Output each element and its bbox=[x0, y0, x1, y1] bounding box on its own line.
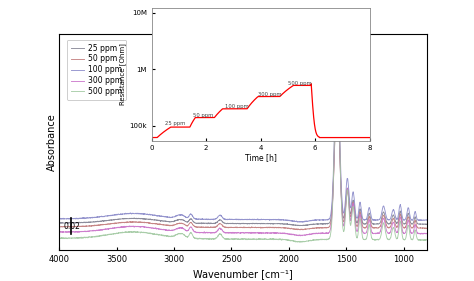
Text: 100 ppm: 100 ppm bbox=[225, 104, 249, 109]
Text: 500 ppm: 500 ppm bbox=[288, 81, 312, 86]
Text: 0.02: 0.02 bbox=[63, 222, 80, 231]
Y-axis label: Absorbance: Absorbance bbox=[46, 113, 56, 171]
Y-axis label: Resistance [Ohm]: Resistance [Ohm] bbox=[119, 44, 127, 105]
Text: 50 ppm: 50 ppm bbox=[192, 113, 213, 118]
X-axis label: Time [h]: Time [h] bbox=[245, 153, 277, 162]
Text: 300 ppm: 300 ppm bbox=[258, 92, 282, 97]
X-axis label: Wavenumber [cm⁻¹]: Wavenumber [cm⁻¹] bbox=[193, 269, 293, 280]
Legend: 25 ppm, 50 ppm, 100 ppm, 300 ppm, 500 ppm: 25 ppm, 50 ppm, 100 ppm, 300 ppm, 500 pp… bbox=[67, 40, 126, 100]
Text: 25 ppm: 25 ppm bbox=[165, 121, 186, 126]
